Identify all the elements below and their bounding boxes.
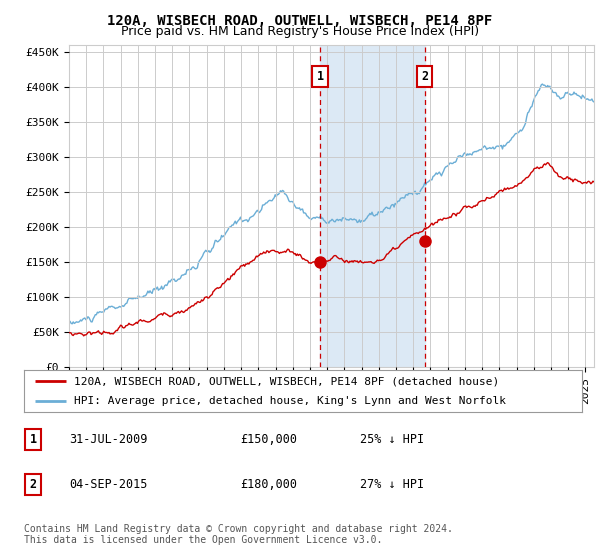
Text: Price paid vs. HM Land Registry's House Price Index (HPI): Price paid vs. HM Land Registry's House … xyxy=(121,25,479,38)
Text: 1: 1 xyxy=(316,70,323,83)
Text: 27% ↓ HPI: 27% ↓ HPI xyxy=(360,478,424,491)
Text: HPI: Average price, detached house, King's Lynn and West Norfolk: HPI: Average price, detached house, King… xyxy=(74,396,506,406)
Text: £180,000: £180,000 xyxy=(240,478,297,491)
Text: 1: 1 xyxy=(29,433,37,446)
Text: 31-JUL-2009: 31-JUL-2009 xyxy=(69,433,148,446)
Bar xyxy=(320,45,425,367)
Text: 120A, WISBECH ROAD, OUTWELL, WISBECH, PE14 8PF (detached house): 120A, WISBECH ROAD, OUTWELL, WISBECH, PE… xyxy=(74,376,499,386)
Text: 04-SEP-2015: 04-SEP-2015 xyxy=(69,478,148,491)
Text: £150,000: £150,000 xyxy=(240,433,297,446)
Text: Contains HM Land Registry data © Crown copyright and database right 2024.
This d: Contains HM Land Registry data © Crown c… xyxy=(24,524,453,545)
Text: 2: 2 xyxy=(29,478,37,491)
Text: 25% ↓ HPI: 25% ↓ HPI xyxy=(360,433,424,446)
Text: 120A, WISBECH ROAD, OUTWELL, WISBECH, PE14 8PF: 120A, WISBECH ROAD, OUTWELL, WISBECH, PE… xyxy=(107,14,493,28)
Text: 2: 2 xyxy=(421,70,428,83)
